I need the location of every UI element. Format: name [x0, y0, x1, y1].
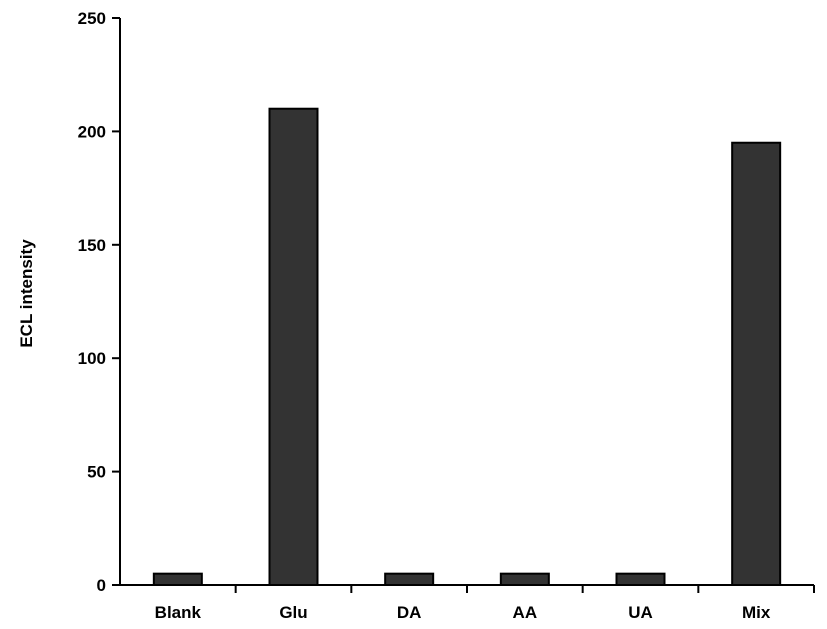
x-category-label: UA: [628, 603, 653, 622]
bar-blank: [152, 572, 203, 586]
y-tick-label: 0: [97, 576, 106, 595]
y-tick-label: 250: [78, 9, 106, 28]
bar-aa: [499, 572, 550, 586]
y-tick-label: 200: [78, 122, 106, 141]
x-category-label: Mix: [742, 603, 771, 622]
x-category-label: Blank: [155, 603, 202, 622]
bar-ua: [615, 572, 666, 586]
x-category-label: AA: [513, 603, 538, 622]
bar-mix: [731, 141, 782, 587]
y-tick-label: 150: [78, 236, 106, 255]
y-tick-label: 50: [87, 463, 106, 482]
y-axis-ticks: 0 50 100 150 200 250: [78, 9, 120, 595]
y-axis-label: ECL intensity: [17, 239, 36, 348]
bar-da: [384, 572, 435, 586]
y-tick-label: 100: [78, 349, 106, 368]
x-category-label: Glu: [279, 603, 307, 622]
bar-glu: [268, 107, 319, 586]
x-category-label: DA: [397, 603, 422, 622]
x-axis-labels: Blank Glu DA AA UA Mix: [155, 585, 815, 622]
bars: [152, 107, 782, 587]
